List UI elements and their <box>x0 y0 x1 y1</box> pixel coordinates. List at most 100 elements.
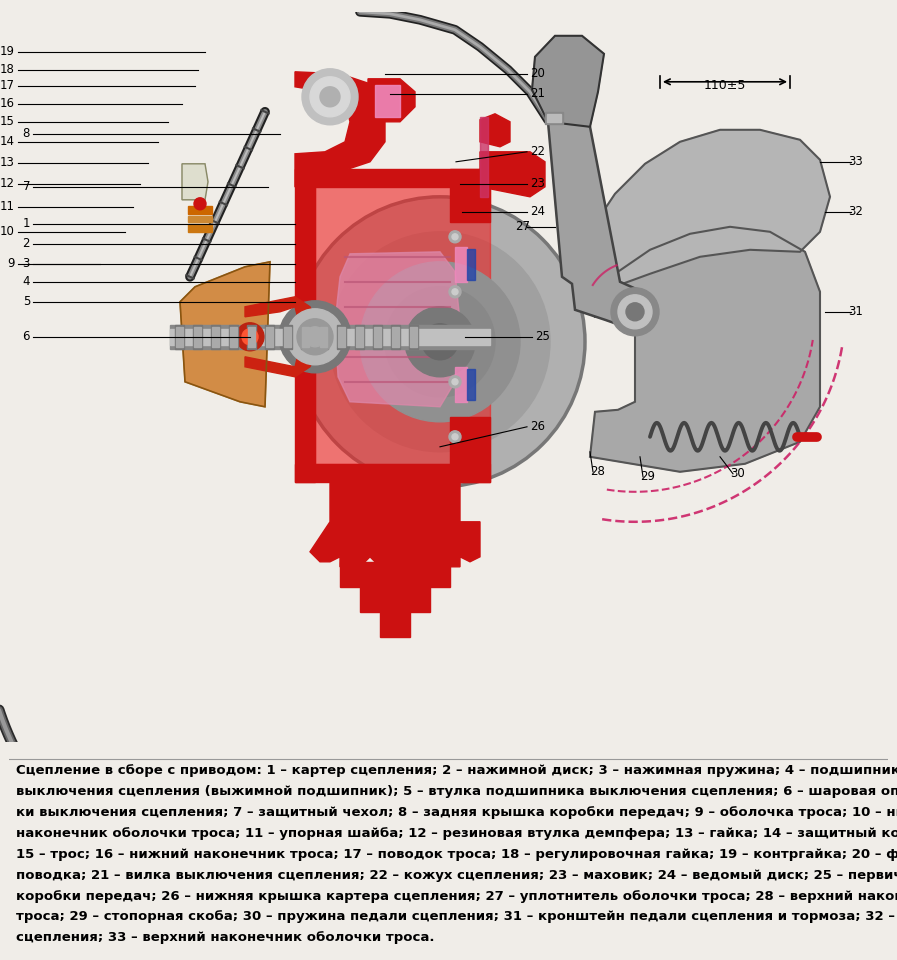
Text: 15 – трос; 16 – нижний наконечник троса; 17 – поводок троса; 18 – регулировочная: 15 – трос; 16 – нижний наконечник троса;… <box>16 848 897 861</box>
Bar <box>170 328 490 345</box>
Bar <box>355 324 364 348</box>
Bar <box>266 326 273 347</box>
Text: 25: 25 <box>535 330 550 344</box>
Bar <box>374 326 381 347</box>
Text: 11: 11 <box>0 201 15 213</box>
Text: 32: 32 <box>848 205 863 218</box>
Bar <box>301 324 310 348</box>
Text: троса; 29 – стопорная скоба; 30 – пружина педали сцепления; 31 – кронштейн педал: троса; 29 – стопорная скоба; 30 – пружин… <box>16 910 897 924</box>
Bar <box>340 562 450 587</box>
Polygon shape <box>310 482 480 566</box>
Polygon shape <box>548 111 638 334</box>
Polygon shape <box>590 227 820 471</box>
Circle shape <box>287 309 343 365</box>
Text: Сцепление в сборе с приводом: 1 – картер сцепления; 2 – нажимной диск; 3 – нажим: Сцепление в сборе с приводом: 1 – картер… <box>16 764 897 778</box>
Text: 26: 26 <box>530 420 545 433</box>
Bar <box>450 169 490 222</box>
Text: 110±5: 110±5 <box>704 79 746 92</box>
Bar <box>295 169 490 187</box>
Polygon shape <box>245 297 318 377</box>
Bar <box>283 324 292 348</box>
Bar <box>188 216 212 222</box>
Bar <box>391 324 400 348</box>
Bar <box>373 324 382 348</box>
Bar <box>547 114 561 122</box>
Bar <box>545 111 563 124</box>
Text: 33: 33 <box>848 156 863 168</box>
Bar <box>212 326 219 347</box>
Circle shape <box>320 86 340 107</box>
Bar <box>338 326 345 347</box>
Circle shape <box>422 324 458 360</box>
Bar <box>455 367 467 402</box>
Text: 16: 16 <box>0 97 15 110</box>
Text: 7: 7 <box>22 180 30 193</box>
Circle shape <box>330 231 550 452</box>
Text: 12: 12 <box>0 178 15 190</box>
Circle shape <box>194 198 206 210</box>
Text: 18: 18 <box>0 63 15 76</box>
Text: 6: 6 <box>22 330 30 344</box>
Circle shape <box>360 262 520 421</box>
Bar <box>356 326 363 347</box>
Text: 31: 31 <box>848 305 863 319</box>
Bar <box>247 324 256 348</box>
Bar <box>230 326 237 347</box>
Text: 22: 22 <box>530 145 545 158</box>
Polygon shape <box>480 114 510 147</box>
Text: 9: 9 <box>7 257 15 271</box>
Circle shape <box>236 323 264 350</box>
Circle shape <box>626 302 644 321</box>
Text: 3: 3 <box>22 257 30 271</box>
Text: 14: 14 <box>0 135 15 148</box>
Bar <box>175 324 184 348</box>
Bar <box>410 326 417 347</box>
Text: 30: 30 <box>730 468 745 480</box>
Polygon shape <box>295 72 385 187</box>
Polygon shape <box>368 79 415 122</box>
Text: поводка; 21 – вилка выключения сцепления; 22 – кожух сцепления; 23 – маховик; 24: поводка; 21 – вилка выключения сцепления… <box>16 869 897 881</box>
Circle shape <box>611 288 659 336</box>
Circle shape <box>302 69 358 125</box>
Bar <box>392 326 399 347</box>
Text: 24: 24 <box>530 205 545 218</box>
Bar <box>450 417 490 482</box>
Bar <box>229 324 238 348</box>
Circle shape <box>405 307 475 377</box>
Circle shape <box>449 230 461 243</box>
Text: 10: 10 <box>0 226 15 238</box>
Text: 4: 4 <box>22 276 30 288</box>
Text: коробки передач; 26 – нижняя крышка картера сцепления; 27 – уплотнитель оболочки: коробки передач; 26 – нижняя крышка карт… <box>16 890 897 902</box>
Bar <box>360 582 430 612</box>
Bar <box>315 186 490 464</box>
Bar <box>188 205 212 214</box>
Circle shape <box>452 379 458 385</box>
Bar <box>248 326 255 347</box>
Circle shape <box>310 77 350 117</box>
Circle shape <box>449 286 461 298</box>
Text: 29: 29 <box>640 470 655 483</box>
Bar <box>211 324 220 348</box>
Bar <box>176 326 183 347</box>
Text: 27: 27 <box>515 220 530 233</box>
Text: 19: 19 <box>0 45 15 59</box>
Bar <box>193 324 202 348</box>
Bar <box>265 324 274 348</box>
Text: выключения сцепления (выжимной подшипник); 5 – втулка подшипника выключения сцеп: выключения сцепления (выжимной подшипник… <box>16 785 897 799</box>
Polygon shape <box>532 36 604 127</box>
Circle shape <box>452 434 458 440</box>
Bar <box>170 324 490 348</box>
Circle shape <box>295 197 585 487</box>
Circle shape <box>385 287 495 396</box>
Bar <box>467 369 475 399</box>
Bar <box>467 249 475 279</box>
Bar <box>380 607 410 636</box>
Text: 17: 17 <box>0 80 15 92</box>
Bar <box>194 326 201 347</box>
Bar <box>319 324 328 348</box>
Text: 20: 20 <box>530 67 544 81</box>
Bar <box>284 326 291 347</box>
Circle shape <box>449 375 461 388</box>
Polygon shape <box>595 130 830 294</box>
Bar <box>375 84 400 117</box>
